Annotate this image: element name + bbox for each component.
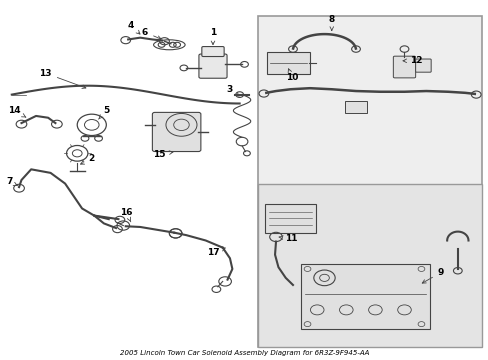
Text: 15: 15 [153,149,173,158]
FancyBboxPatch shape [264,204,316,233]
FancyBboxPatch shape [266,52,309,74]
FancyBboxPatch shape [345,101,366,113]
Text: 10: 10 [285,69,298,82]
Text: 4: 4 [127,21,140,34]
FancyBboxPatch shape [202,46,224,57]
FancyBboxPatch shape [392,56,415,78]
Text: 12: 12 [402,56,422,65]
Text: 6: 6 [142,28,161,39]
FancyBboxPatch shape [258,16,481,347]
Text: 5: 5 [99,106,109,119]
Text: 16: 16 [120,207,132,222]
Text: 9: 9 [422,268,443,283]
Text: 17: 17 [206,248,225,257]
FancyBboxPatch shape [258,184,481,347]
Text: 14: 14 [8,106,26,117]
Text: 1: 1 [209,28,216,45]
Text: 7: 7 [6,177,18,186]
FancyBboxPatch shape [415,59,430,72]
Text: 2: 2 [81,154,95,164]
FancyBboxPatch shape [152,112,201,152]
Text: 3: 3 [226,85,239,96]
FancyBboxPatch shape [301,264,429,329]
FancyBboxPatch shape [199,54,226,78]
Text: 11: 11 [279,234,297,243]
Text: 8: 8 [328,15,334,30]
Text: 13: 13 [40,69,86,89]
Text: 2005 Lincoln Town Car Solenoid Assembly Diagram for 6R3Z-9F945-AA: 2005 Lincoln Town Car Solenoid Assembly … [120,350,368,356]
